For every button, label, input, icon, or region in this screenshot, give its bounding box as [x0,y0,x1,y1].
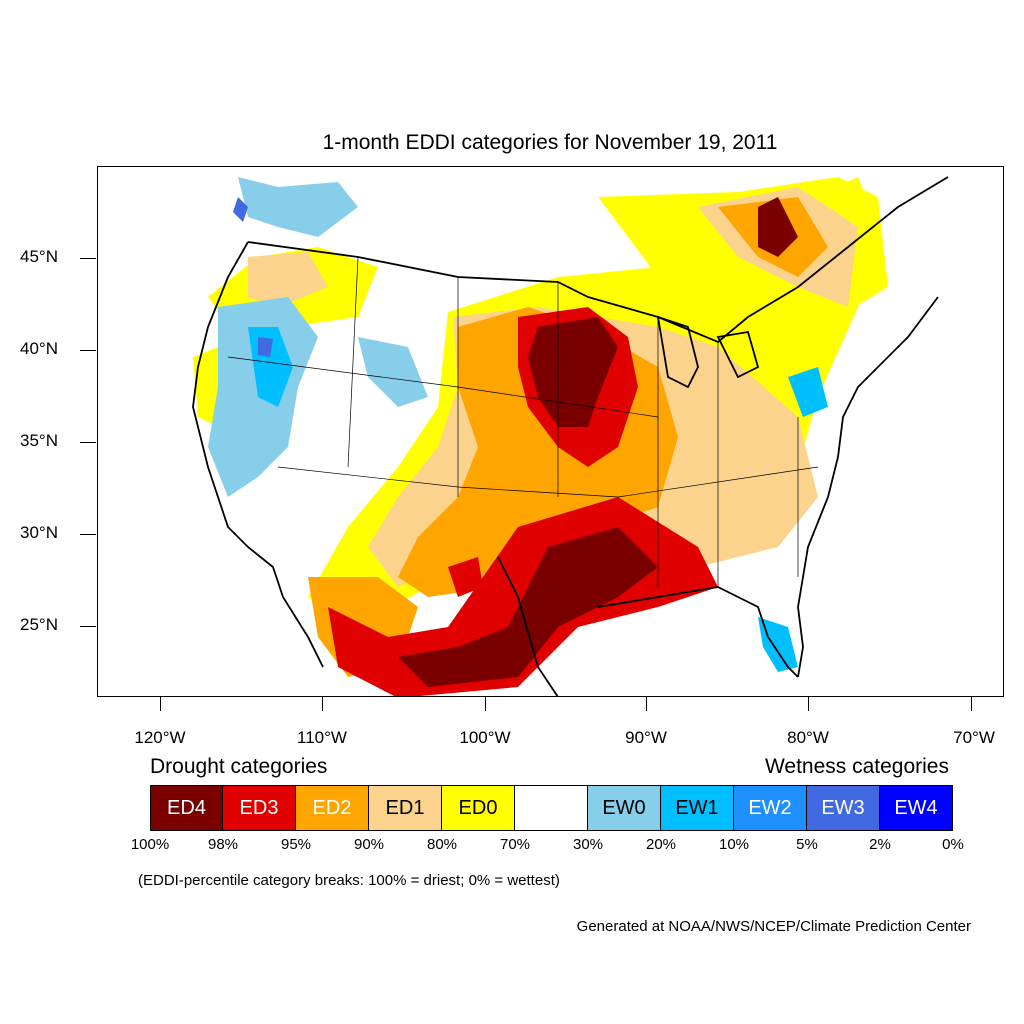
lat-tick-mark [80,534,96,535]
state-lines [227,256,819,587]
legend-percent-tick: 90% [353,836,385,853]
lon-tick-mark [808,697,809,711]
legend-percent-tick: 95% [280,836,312,853]
lat-tick-label: 35°N [20,431,58,450]
lat-tick-mark [80,258,96,259]
lat-tick-label: 30°N [20,523,58,542]
map-panel [97,166,1004,697]
lat-tick-mark [80,350,96,351]
region-ed1-nw [248,252,328,307]
region-ed4 [528,317,618,427]
legend-box-neutral [515,785,588,831]
legend-box-ed3: ED3 [223,785,296,831]
legend-percent-tick: 80% [426,836,458,853]
legend-percent-tick: 20% [645,836,677,853]
lon-tick-mark [485,697,486,711]
legend-percent-tick: 98% [207,836,239,853]
legend-box-ew2: EW2 [734,785,807,831]
legend-percent-tick: 10% [718,836,750,853]
legend-box-ew0: EW0 [588,785,661,831]
legend-percent-tick: 70% [499,836,531,853]
lon-tick-label: 120°W [134,728,186,747]
lon-tick-mark [160,697,161,711]
region-ed4-ne [758,197,798,257]
region-ew1-fl [758,617,798,672]
region-ew0-nw [238,177,358,237]
gulf-coast [497,556,799,696]
lat-tick-mark [80,626,96,627]
lon-tick-mark [971,697,972,711]
legend-box-ew3: EW3 [807,785,880,831]
legend-percent-tick: 2% [869,836,891,853]
lon-tick-label: 90°W [625,728,667,747]
wetness-legend-title: Wetness categories [764,755,949,778]
legend-percent-tick: 30% [572,836,604,853]
region-ew3-wa [258,337,273,357]
lon-tick-mark [646,697,647,711]
legend-percent-tick: 5% [796,836,818,853]
legend-box-ed4: ED4 [150,785,223,831]
east-coast [797,296,939,678]
lat-tick-label: 25°N [20,615,58,634]
region-ew1-east [788,367,828,417]
region-ew3-nw [233,197,248,222]
credit-text: Generated at NOAA/NWS/NCEP/Climate Predi… [576,918,971,935]
drought-legend-title: Drought categories [150,755,328,778]
legend-box-ew1: EW1 [661,785,734,831]
legend-box-ew4: EW4 [880,785,953,831]
lon-tick-label: 80°W [787,728,829,747]
lon-tick-mark [322,697,323,711]
legend-box-ed0: ED0 [442,785,515,831]
lon-tick-label: 110°W [297,728,347,747]
lon-tick-label: 70°W [953,728,995,747]
lat-tick-mark [80,442,96,443]
eddi-map [192,176,949,696]
region-ew0-mid [358,337,428,407]
west-coast [192,241,324,668]
region-ed3-tx [448,557,483,597]
boundaries [192,176,949,696]
region-ed4-south [398,527,658,687]
eddi-fill-regions [193,177,888,696]
chart-title: 1-month EDDI categories for November 19,… [322,131,778,154]
lat-tick-label: 45°N [20,247,58,266]
legend-percent-tick: 0% [942,836,964,853]
legend-box-ed1: ED1 [369,785,442,831]
legend-box-ed2: ED2 [296,785,369,831]
lon-tick-label: 100°W [459,728,511,747]
legend-percent-tick: 100% [130,836,170,853]
great-lakes [656,315,760,389]
lat-tick-label: 40°N [20,339,58,358]
category-break-note: (EDDI-percentile category breaks: 100% =… [138,872,560,889]
legend-color-bar: ED4 ED3 ED2 ED1 ED0 EW0 EW1 EW2 EW3 EW4 [150,785,953,831]
